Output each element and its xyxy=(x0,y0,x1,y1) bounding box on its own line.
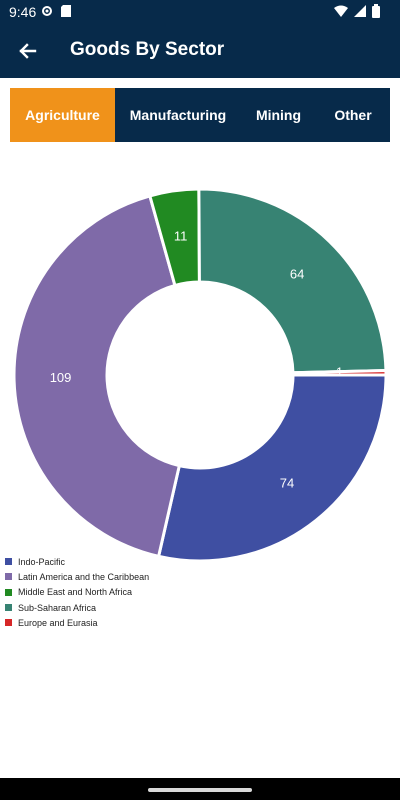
app-bar: Goods By Sector xyxy=(0,24,400,78)
legend-item: Indo-Pacific xyxy=(5,554,149,569)
donut-slice xyxy=(197,187,388,375)
tab-agriculture[interactable]: Agriculture xyxy=(10,88,115,142)
status-left-icons xyxy=(40,4,72,18)
legend-item: Middle East and North Africa xyxy=(5,585,149,600)
slice-value-label: 1 xyxy=(336,365,343,380)
tab-mining[interactable]: Mining xyxy=(255,107,302,123)
legend-label: Middle East and North Africa xyxy=(18,587,133,598)
legend-label: Indo-Pacific xyxy=(18,556,66,567)
arrow-left-icon xyxy=(19,43,37,59)
donut-slice xyxy=(291,368,388,377)
legend-swatch xyxy=(5,604,12,612)
legend-swatch xyxy=(5,588,12,596)
settings-icon xyxy=(42,6,52,16)
legend-item: Latin America and the Caribbean xyxy=(5,569,149,584)
legend-item: Sub-Saharan Africa xyxy=(5,600,149,615)
sector-tabs: Agriculture Manufacturing Mining Other xyxy=(10,88,390,142)
tab-other[interactable]: Other xyxy=(334,107,372,123)
slice-value-label: 109 xyxy=(50,370,72,385)
back-button[interactable] xyxy=(14,37,42,65)
donut-slice xyxy=(12,194,182,559)
status-right-icons xyxy=(334,4,380,18)
slice-value-label: 64 xyxy=(290,266,304,281)
legend-label: Latin America and the Caribbean xyxy=(18,571,150,582)
tab-manufacturing[interactable]: Manufacturing xyxy=(129,107,227,123)
status-bar: 9:46 xyxy=(0,0,400,24)
wifi-icon xyxy=(334,5,348,17)
battery-icon xyxy=(372,4,380,18)
signal-icon xyxy=(354,5,366,17)
donut-slice xyxy=(156,373,388,563)
slice-value-label: 11 xyxy=(174,228,188,243)
legend-label: Europe and Eurasia xyxy=(18,617,98,628)
home-indicator[interactable] xyxy=(148,788,252,792)
system-nav-bar xyxy=(0,778,400,800)
donut-chart-svg: 74 109 11 64 1 xyxy=(12,187,388,563)
legend-swatch xyxy=(5,619,12,627)
legend-label: Sub-Saharan Africa xyxy=(18,602,97,613)
status-time: 9:46 xyxy=(9,4,37,20)
slice-value-label: 74 xyxy=(280,476,294,491)
donut-chart: 74 109 11 64 1 xyxy=(0,180,400,570)
legend-item: Europe and Eurasia xyxy=(5,615,149,630)
sd-card-icon xyxy=(61,5,71,17)
legend-swatch xyxy=(5,573,12,581)
chart-legend: Indo-Pacific Latin America and the Carib… xyxy=(5,554,149,630)
page-title: Goods By Sector xyxy=(70,39,225,60)
legend-swatch xyxy=(5,558,12,566)
